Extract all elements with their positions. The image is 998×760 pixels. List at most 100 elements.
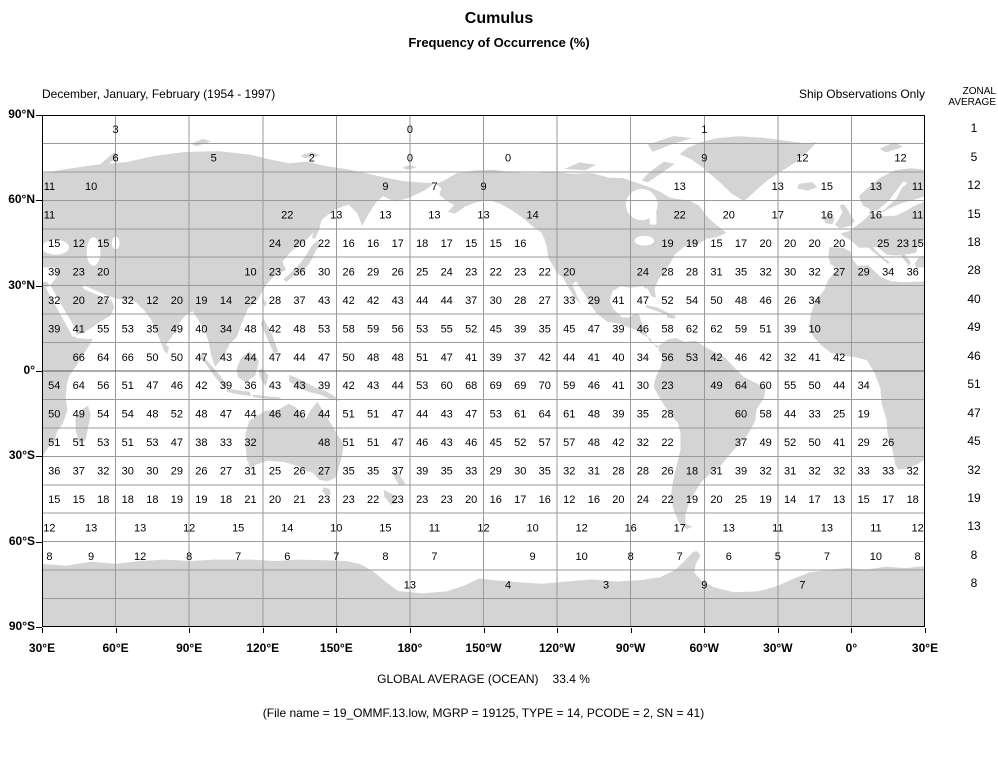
grid-value: 3 (113, 124, 119, 136)
grid-value: 37 (735, 437, 747, 449)
grid-value: 0 (505, 153, 511, 165)
grid-value: 29 (171, 466, 183, 478)
land-mass (900, 254, 911, 266)
grid-value: 13 (134, 522, 146, 534)
grid-value: 66 (73, 352, 85, 364)
grid-value: 27 (833, 266, 845, 278)
grid-value: 51 (416, 352, 428, 364)
x-axis-tick-label: 120°W (539, 641, 576, 655)
grid-value: 9 (88, 551, 94, 563)
grid-value: 17 (735, 238, 747, 250)
grid-value: 49 (171, 323, 183, 335)
land-mass (835, 204, 855, 229)
grid-value: 26 (342, 266, 354, 278)
land-mass (95, 152, 120, 170)
grid-value: 19 (661, 238, 673, 250)
grid-value: 26 (195, 466, 207, 478)
grid-value: 53 (97, 437, 109, 449)
grid-value: 60 (759, 380, 771, 392)
grid-value: 12 (146, 295, 158, 307)
grid-value: 54 (122, 409, 134, 421)
zonal-average-value: 32 (967, 462, 981, 477)
grid-value: 55 (441, 323, 453, 335)
grid-value: 22 (490, 266, 502, 278)
grid-value: 42 (195, 380, 207, 392)
grid-value: 25 (735, 494, 747, 506)
y-axis-tick-label: 30°N (8, 277, 35, 292)
zonal-average-value: 28 (967, 263, 981, 278)
grid-value: 47 (465, 409, 477, 421)
grid-value: 15 (821, 181, 833, 193)
zonal-average-value: 51 (967, 377, 981, 392)
grid-value: 9 (382, 181, 388, 193)
grid-value: 51 (367, 437, 379, 449)
grid-value: 48 (588, 409, 600, 421)
plot-border (42, 115, 925, 627)
grid-value: 47 (269, 352, 281, 364)
grid-value: 17 (514, 494, 526, 506)
zonal-average-value: 8 (970, 576, 978, 591)
sea-overlay (916, 244, 925, 256)
grid-value: 39 (612, 409, 624, 421)
grid-value: 47 (220, 409, 232, 421)
grid-value: 57 (563, 437, 575, 449)
grid-value: 34 (637, 352, 649, 364)
grid-value: 53 (318, 323, 330, 335)
land-mass (393, 469, 406, 486)
grid-value: 36 (48, 466, 60, 478)
grid-value: 3 (603, 579, 609, 591)
grid-value: 48 (195, 409, 207, 421)
zonal-average-value: 8 (970, 547, 978, 562)
land-mass (163, 343, 170, 355)
grid-value: 16 (588, 494, 600, 506)
grid-value: 0 (407, 124, 413, 136)
grid-value: 59 (563, 380, 575, 392)
grid-value: 42 (612, 437, 624, 449)
grid-value: 31 (784, 466, 796, 478)
grid-value: 13 (330, 210, 342, 222)
grid-value: 56 (97, 380, 109, 392)
grid-value: 46 (465, 437, 477, 449)
grid-value: 68 (465, 380, 477, 392)
grid-value: 8 (186, 551, 192, 563)
x-axis-tick-mark (336, 628, 338, 633)
x-axis-tick-mark (630, 628, 632, 633)
grid-value: 15 (710, 238, 722, 250)
grid-value: 23 (465, 266, 477, 278)
grid-value: 13 (833, 494, 845, 506)
grid-value: 24 (637, 266, 649, 278)
grid-value: 36 (907, 266, 919, 278)
grid-value: 36 (244, 380, 256, 392)
grid-value: 7 (677, 551, 683, 563)
grid-value: 45 (563, 323, 575, 335)
grid-value: 22 (367, 494, 379, 506)
grid-value: 56 (661, 352, 673, 364)
grid-value: 14 (220, 295, 232, 307)
grid-value: 47 (392, 437, 404, 449)
land-mass (879, 142, 903, 153)
global-average: GLOBAL AVERAGE (OCEAN) 33.4 % (42, 672, 925, 686)
grid-value: 51 (367, 409, 379, 421)
land-mass (300, 152, 321, 159)
y-axis-tick-label: 90°S (8, 619, 35, 633)
grid-value: 32 (637, 437, 649, 449)
grid-value: 29 (490, 466, 502, 478)
grid-value: 46 (416, 437, 428, 449)
grid-value: 6 (113, 153, 119, 165)
grid-value: 51 (73, 437, 85, 449)
grid-value: 51 (48, 437, 60, 449)
grid-value: 33 (465, 466, 477, 478)
grid-value: 17 (808, 494, 820, 506)
grid-value: 41 (588, 352, 600, 364)
grid-value: 12 (575, 522, 587, 534)
grid-value: 16 (821, 210, 833, 222)
grid-value: 44 (416, 295, 428, 307)
grid-value: 20 (833, 238, 845, 250)
y-axis-tick-mark (36, 115, 42, 116)
grid-value: 6 (726, 551, 732, 563)
grid-value: 28 (661, 409, 673, 421)
grid-value: 32 (759, 466, 771, 478)
grid-value: 58 (759, 409, 771, 421)
grid-value: 48 (367, 352, 379, 364)
grid-value: 41 (612, 380, 624, 392)
